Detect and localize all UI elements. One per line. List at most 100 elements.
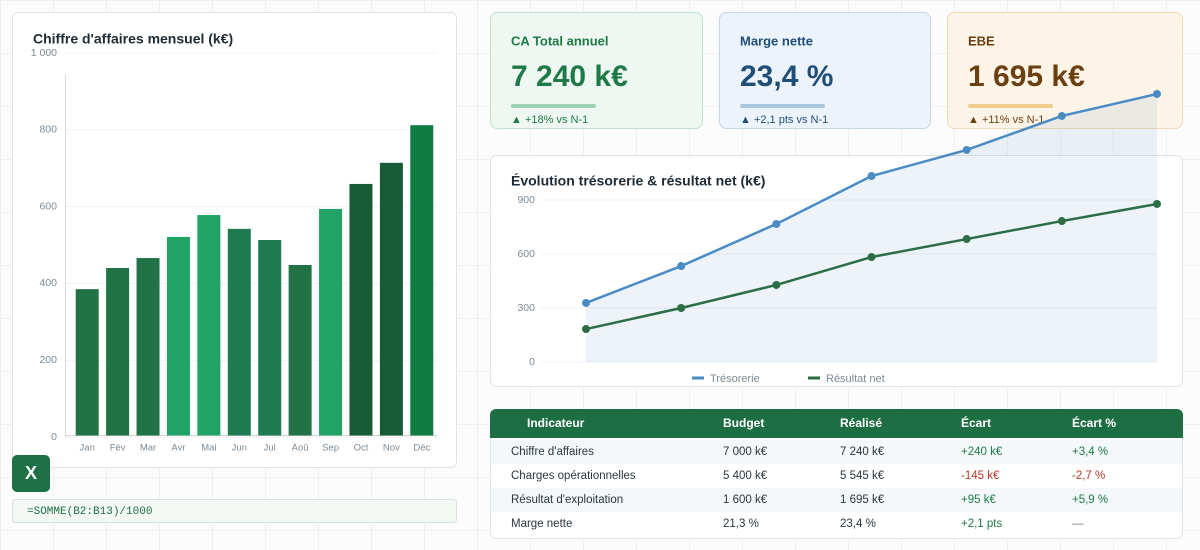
legend-label: Trésorerie: [710, 373, 760, 385]
table-cell: Résultat d'exploitation: [511, 494, 623, 506]
table-cell: 23,4 %: [840, 518, 876, 530]
app-icon-label: X: [25, 463, 37, 483]
x-tick-label: Mai: [201, 443, 216, 454]
table-header: [490, 409, 1183, 438]
point: [962, 145, 971, 154]
point: [867, 253, 876, 262]
kpi-bar: [740, 104, 825, 108]
point: [582, 325, 590, 334]
x-tick-label: Jan: [80, 443, 95, 454]
kpi-delta: ▲ +18% vs N-1: [511, 114, 588, 126]
y-tick-label: 600: [517, 248, 535, 260]
kpi-delta: ▲ +11% vs N-1: [968, 114, 1044, 126]
point: [1153, 89, 1161, 98]
bar: [349, 183, 373, 436]
point: [772, 219, 781, 228]
formula: =SOMME(B2:B13)/1000: [27, 506, 152, 518]
table-cell: Chiffre d'affaires: [511, 446, 594, 458]
table-cell: +5,9 %: [1072, 494, 1108, 506]
x-tick-label: Sep: [322, 443, 339, 454]
point: [677, 262, 686, 271]
table-header-cell: Réalisé: [840, 416, 882, 430]
x-tick-label: Jun: [232, 443, 247, 454]
kpi-card: [719, 12, 931, 129]
table-cell: +240 k€: [961, 446, 1003, 458]
formula-bar[interactable]: [12, 499, 457, 523]
table-cell: —: [1072, 518, 1084, 530]
y-tick-label: 400: [39, 277, 57, 289]
point: [1057, 217, 1066, 226]
table-cell: +95 k€: [961, 494, 996, 506]
bar: [106, 268, 130, 436]
table-cell: 1 600 k€: [723, 494, 768, 506]
bar: [410, 125, 434, 436]
kpi-card: [947, 12, 1183, 129]
table-cell: 1 695 k€: [840, 494, 885, 506]
line-card: [490, 155, 1183, 387]
app-icon[interactable]: [12, 455, 50, 492]
kpi-value: 23,4 %: [740, 60, 833, 93]
table-cell: 7 240 k€: [840, 446, 885, 458]
table-row-bg: [491, 488, 1182, 512]
point: [1153, 199, 1161, 208]
y-tick-label: 1 000: [31, 47, 57, 59]
x-tick-label: Fév: [110, 443, 126, 454]
bar: [319, 208, 343, 436]
table-header-cell: Écart: [961, 415, 991, 430]
bar: [258, 240, 282, 436]
area: [586, 93, 1157, 362]
point: [962, 235, 971, 244]
point: [1057, 111, 1066, 120]
y-tick-label: 800: [39, 124, 57, 136]
table-cell: -145 k€: [961, 470, 1000, 482]
bar: [379, 162, 403, 436]
table-cell: +3,4 %: [1072, 446, 1108, 458]
y-tick-label: 600: [39, 200, 57, 212]
kpi-bar: [511, 104, 596, 108]
table-cell: -2,7 %: [1072, 470, 1105, 482]
point: [867, 172, 876, 181]
table-header-cell: Écart %: [1072, 415, 1116, 430]
point: [772, 280, 781, 289]
kpi-label: EBE: [968, 33, 995, 48]
table-row-bg: [491, 440, 1182, 464]
x-tick-label: Oct: [354, 443, 369, 454]
bar: [288, 264, 312, 436]
point: [677, 304, 686, 312]
bar: [197, 215, 221, 436]
y-tick-label: 0: [529, 356, 535, 368]
chart-title: Chiffre d'affaires mensuel (k€): [33, 31, 233, 47]
kpi-bar: [968, 104, 1053, 108]
bar: [227, 228, 251, 436]
table-header-cell: Budget: [723, 416, 764, 430]
table-header-cell: Indicateur: [527, 416, 585, 430]
table-cell: Marge nette: [511, 518, 572, 530]
kpi-value: 7 240 k€: [511, 60, 628, 93]
x-tick-label: Aoû: [292, 443, 309, 454]
x-tick-label: Déc: [413, 443, 430, 454]
x-tick-label: Jul: [264, 443, 276, 454]
kpi-value: 1 695 k€: [968, 60, 1085, 93]
kpi-delta: ▲ +2,1 pts vs N-1: [740, 114, 828, 126]
kpi-card: [490, 12, 703, 129]
bar: [136, 258, 160, 436]
y-tick-label: 900: [517, 194, 535, 206]
kpi-label: CA Total annuel: [511, 33, 609, 48]
x-tick-label: Nov: [383, 443, 400, 454]
point: [582, 298, 590, 307]
table-cell: 5 545 k€: [840, 470, 885, 482]
table-cell: Charges opérationnelles: [511, 470, 636, 482]
table-cell: 7 000 k€: [723, 446, 768, 458]
kpi-label: Marge nette: [740, 33, 813, 48]
table-cell: 21,3 %: [723, 518, 759, 530]
y-tick-label: 300: [517, 302, 535, 314]
table-cell: +2,1 pts: [961, 518, 1002, 530]
x-tick-label: Avr: [171, 443, 185, 454]
y-tick-label: 200: [39, 354, 57, 366]
y-tick-label: 0: [51, 431, 57, 443]
chart-title: Évolution trésorerie & résultat net (k€): [511, 173, 765, 189]
table-cell: 5 400 k€: [723, 470, 768, 482]
bar: [75, 289, 99, 436]
